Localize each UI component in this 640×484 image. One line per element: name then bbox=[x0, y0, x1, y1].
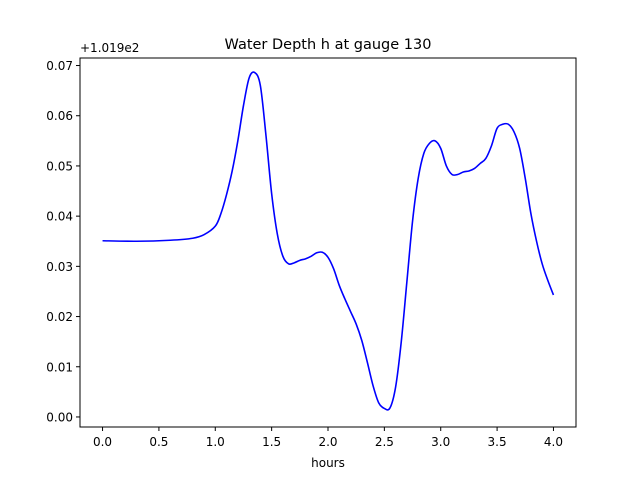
y-tick-label: 0.03 bbox=[46, 260, 73, 274]
y-offset-label: +1.019e2 bbox=[80, 41, 139, 55]
x-axis-ticks: 0.0 0.5 1.0 1.5 2.0 2.5 3.0 3.5 4.0 bbox=[93, 427, 563, 449]
y-tick-label: 0.05 bbox=[46, 159, 73, 173]
x-tick-label: 1.0 bbox=[206, 435, 225, 449]
x-tick-label: 3.0 bbox=[431, 435, 450, 449]
y-axis-ticks: 0.00 0.01 0.02 0.03 0.04 0.05 0.06 0.07 bbox=[46, 59, 80, 424]
series-group bbox=[102, 71, 555, 411]
x-tick-label: 0.0 bbox=[93, 435, 112, 449]
x-tick-label: 3.5 bbox=[488, 435, 507, 449]
x-tick-label: 4.0 bbox=[544, 435, 563, 449]
chart-title: Water Depth h at gauge 130 bbox=[225, 37, 432, 53]
y-tick-label: 0.07 bbox=[46, 59, 73, 73]
series-line bbox=[102, 71, 555, 411]
y-tick-label: 0.04 bbox=[46, 210, 73, 224]
y-tick-label: 0.06 bbox=[46, 109, 73, 123]
x-tick-label: 2.0 bbox=[318, 435, 337, 449]
x-axis-label: hours bbox=[311, 456, 345, 470]
y-tick-label: 0.01 bbox=[46, 360, 73, 374]
x-tick-label: 1.5 bbox=[262, 435, 281, 449]
x-tick-label: 2.5 bbox=[375, 435, 394, 449]
x-tick-label: 0.5 bbox=[149, 435, 168, 449]
y-tick-label: 0.02 bbox=[46, 310, 73, 324]
y-tick-label: 0.00 bbox=[46, 410, 73, 424]
